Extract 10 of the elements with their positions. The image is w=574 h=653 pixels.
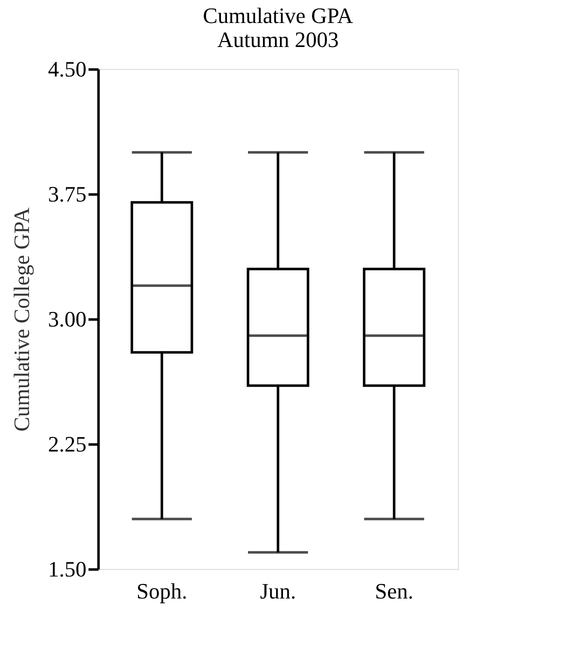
- y-axis-title: Cumulative College GPA: [9, 207, 34, 432]
- y-tick-label: 3.75: [48, 182, 86, 206]
- y-tick-label: 2.25: [48, 432, 86, 456]
- x-tick-label: Sen.: [374, 578, 414, 604]
- y-tick-label: 4.50: [48, 56, 86, 82]
- y-tick-label: 3.00: [48, 306, 86, 332]
- x-tick-label: Jun.: [260, 578, 296, 604]
- x-tick-label: Soph.: [136, 578, 188, 604]
- y-tick-label: 1.50: [48, 556, 86, 582]
- chart-title: Cumulative GPA Autumn 2003: [202, 3, 354, 52]
